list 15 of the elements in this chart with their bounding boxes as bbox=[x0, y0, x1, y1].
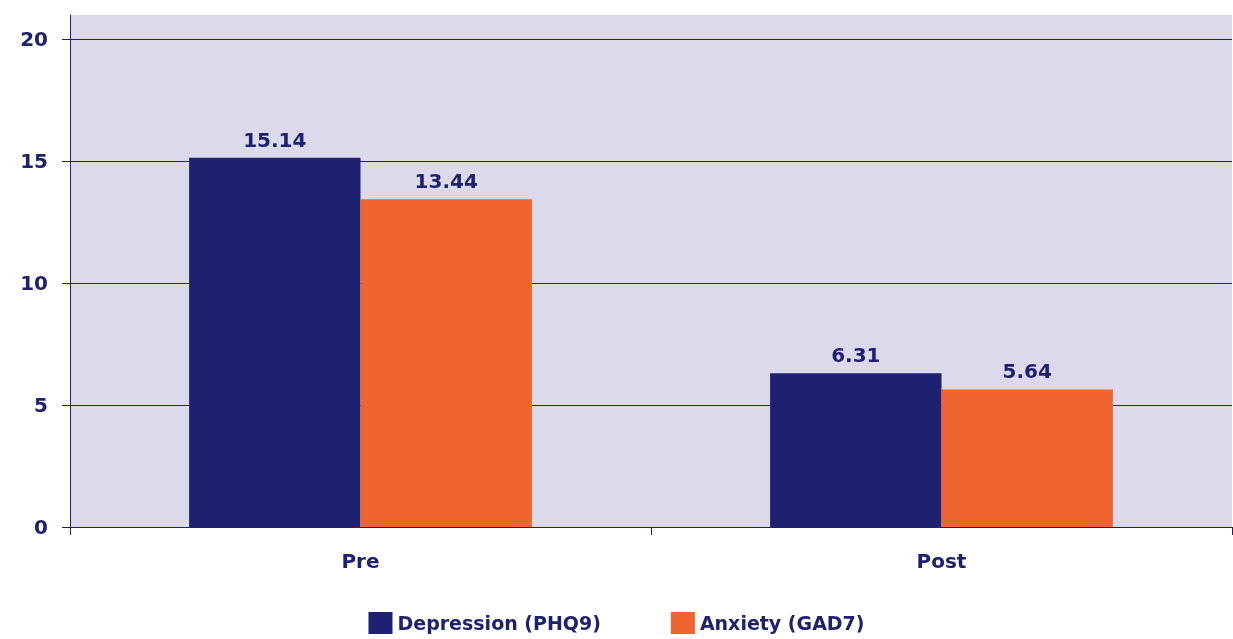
x-tick-label: Post bbox=[916, 549, 967, 573]
data-label: 13.44 bbox=[414, 169, 478, 194]
data-label: 5.64 bbox=[1002, 359, 1052, 384]
bar bbox=[941, 389, 1113, 527]
y-tick-label: 10 bbox=[20, 271, 48, 296]
y-tick-label: 5 bbox=[34, 393, 48, 418]
y-tick-label: 15 bbox=[20, 149, 48, 174]
bar bbox=[360, 199, 532, 527]
data-label: 15.14 bbox=[243, 127, 307, 152]
data-label: 6.31 bbox=[831, 343, 881, 368]
legend-label: Depression (PHQ9) bbox=[397, 612, 601, 634]
y-tick-label: 20 bbox=[20, 27, 48, 52]
y-tick-label: 0 bbox=[34, 515, 48, 539]
legend-label: Anxiety (GAD7) bbox=[699, 612, 865, 634]
x-tick-label: Pre bbox=[341, 549, 380, 573]
